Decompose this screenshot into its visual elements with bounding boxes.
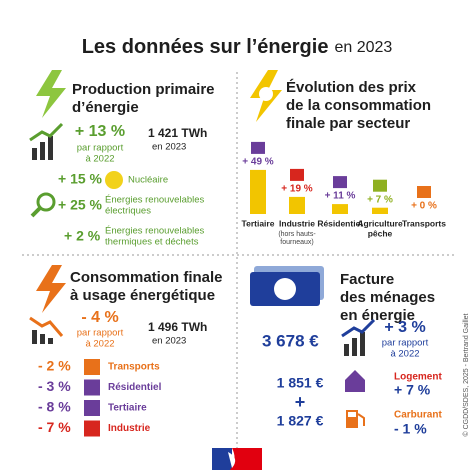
total: 3 678 € [262,331,319,350]
bar [289,196,305,214]
logo [212,448,262,470]
total-year: en 2023 [152,142,186,153]
item-icon [84,400,100,416]
icon-chart-up [29,122,64,160]
sector-note: (hors hauts- [278,231,316,238]
title-suffix: en 2023 [334,39,392,56]
item-label: Tertiaire [108,403,147,414]
sector-name: Tertiaire [242,218,275,228]
item-value: + 25 % [58,197,103,213]
item-value: + 2 % [64,228,101,244]
change: - 4 % [81,309,118,326]
sector-name: Transports [402,218,446,228]
item-value: - 8 % [38,399,71,415]
change-note: à 2022 [85,339,114,350]
item-label: Logement [394,372,442,383]
icon-chart-down [29,316,64,344]
section-title: Consommation finale [70,269,223,286]
sector-note: fourneaux) [280,239,313,246]
section-title: de la consommation [286,97,431,114]
item-label: Énergies renouvelables [105,195,205,206]
value-label: + 19 % [281,184,313,195]
bar [250,169,266,214]
item-label: Industrie [108,423,151,434]
change-note: à 2022 [85,154,114,165]
icon-nuclear [105,171,123,189]
sector-icon [417,186,431,198]
item-label: électriques [105,206,151,217]
sector-icon [333,176,347,189]
item-label: Carburant [394,410,442,421]
section-title: finale par secteur [286,115,410,132]
section-title: à usage énergétique [70,287,215,304]
bar [332,204,348,214]
icon-house [345,370,365,392]
icon-magnifier [30,192,56,218]
total: 1 421 TWh [148,126,207,140]
item-amount: 1 851 € [277,375,324,391]
sector-name: pêche [368,228,393,238]
credit: © CGDD/SDES, 2025 - Bertrand Gaillet [462,313,470,436]
section-title: des ménages [340,289,435,306]
change-note: par rapport [77,328,124,339]
icon-banknote [250,266,324,306]
item-change: - 1 % [394,421,427,437]
value-label: + 11 % [325,191,356,202]
item-value: + 15 % [58,171,103,187]
section-title: Évolution des prix [286,79,417,96]
sector-icon [290,168,304,181]
icon-pump [346,410,365,428]
item-icon [84,379,100,396]
plus: + [295,392,306,412]
sector-name: Résidentiel [317,218,362,228]
change-note: par rapport [77,143,124,154]
total: 1 496 TWh [148,320,207,334]
value-label: + 0 % [411,201,437,212]
change: + 3 % [384,319,425,336]
item-label: thermiques et déchets [105,237,199,248]
item-icon [84,420,100,437]
item-amount: 1 827 € [277,413,324,429]
item-label: Transports [108,362,160,373]
icon-euro [259,87,273,101]
title: Les données sur l’énergie en 2023 [82,36,393,58]
item-change: + 7 % [394,382,431,398]
icon-chart-up [341,318,376,356]
icon-bolt [36,265,66,313]
value-label: + 7 % [367,194,393,205]
value-label: + 49 % [242,157,274,168]
price-bars: + 49 % Tertiaire + 19 % Industrie (hors haut… [242,141,446,246]
sector-icon [251,141,265,154]
sector-icon [373,179,387,192]
item-label: Résidentiel [108,382,162,393]
total-year: en 2023 [152,336,186,347]
change: + 13 % [75,123,125,140]
item-icon [84,359,100,375]
item-value: - 7 % [38,419,71,435]
change-note: par rapport [382,338,429,349]
bar [372,207,388,214]
section-title: d’énergie [72,99,139,116]
item-label: Nucléaire [128,175,168,186]
section-title: Facture [340,271,394,288]
consumption-items: - 2 % Transports - 3 % Résidentiel - 8 % Tert… [38,358,162,437]
sector-name: Industrie [279,218,315,228]
sector-name: Agriculture [357,218,403,228]
item-value: - 3 % [38,378,71,394]
section-title: Production primaire [72,81,215,98]
section-title: en énergie [340,307,415,324]
icon-bolt [36,70,66,118]
change-note: à 2022 [390,349,419,360]
title-main: Les données sur l’énergie [82,36,329,58]
item-value: - 2 % [38,358,71,374]
item-label: Énergies renouvelables [105,226,205,237]
